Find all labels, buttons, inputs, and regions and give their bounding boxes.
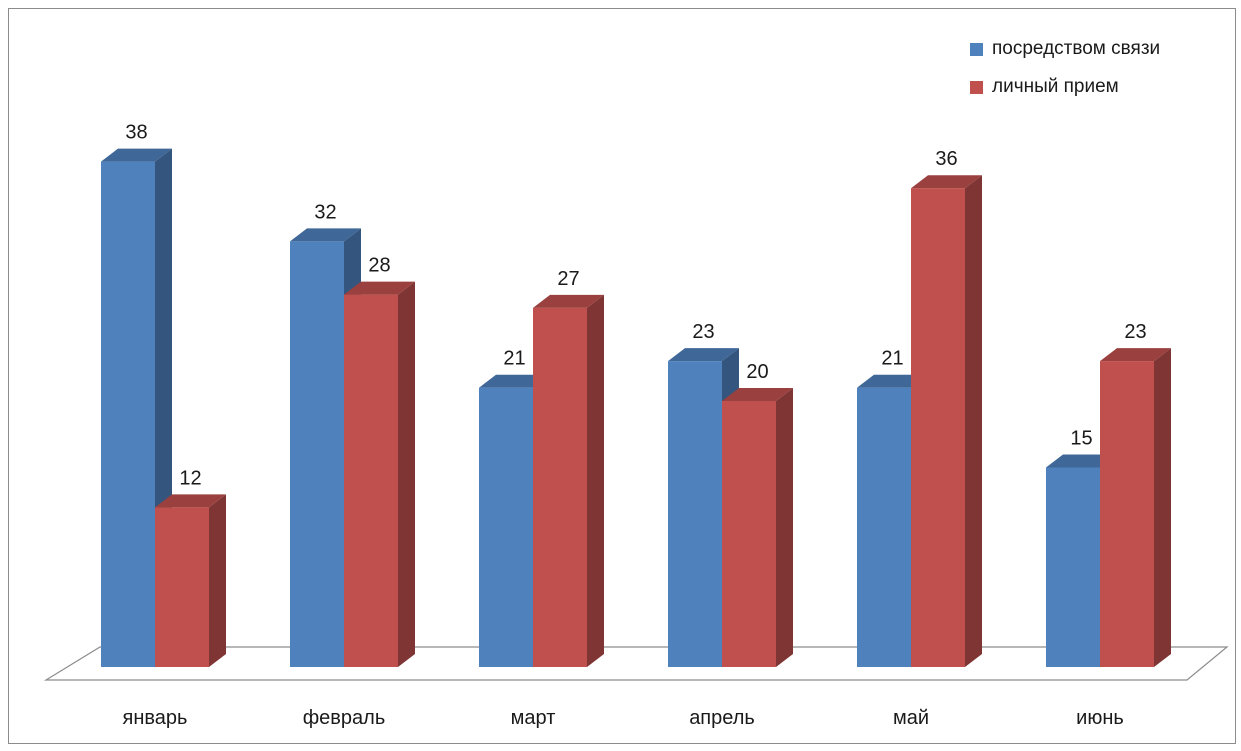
bar-top <box>668 348 739 362</box>
bar-side <box>209 494 226 667</box>
data-label-июнь-series-2: 23 <box>1124 321 1146 343</box>
data-label-март-series-1: 21 <box>503 348 525 370</box>
data-label-январь-series-1: 38 <box>125 122 147 144</box>
x-tick-label-январь: январь <box>123 707 188 729</box>
bar-front <box>1046 467 1100 667</box>
bar-front <box>101 161 155 667</box>
bar-top <box>101 148 172 162</box>
bar-январь-series-2 <box>155 494 226 667</box>
legend-item-series-2: личный прием <box>970 68 1160 106</box>
bar-front <box>857 387 911 667</box>
legend-label-series-1: посредством связи <box>992 38 1161 59</box>
bar-front <box>344 294 398 667</box>
bar-top <box>344 281 415 295</box>
data-label-май-series-1: 21 <box>881 348 903 370</box>
legend-swatch-series-2 <box>970 80 983 94</box>
bar-top <box>1046 454 1117 468</box>
bar-top <box>479 374 550 388</box>
bar-front <box>911 188 965 667</box>
x-tick-label-февраль: февраль <box>303 707 386 729</box>
legend: посредством связи личный прием <box>970 30 1160 106</box>
x-axis-labels: январь февраль март апрель май июнь <box>123 707 1124 729</box>
bar-март-series-2 <box>533 294 604 667</box>
legend-item-series-1: посредством связи <box>970 30 1160 68</box>
bar-май-series-2 <box>911 175 982 667</box>
data-label-март-series-2: 27 <box>557 268 579 290</box>
x-tick-label-июнь: июнь <box>1076 707 1124 729</box>
bar-апрель-series-2 <box>722 388 793 667</box>
data-label-июнь-series-1: 15 <box>1070 428 1092 450</box>
bar-top <box>911 175 982 189</box>
data-label-май-series-2: 36 <box>935 148 957 170</box>
x-tick-label-март: март <box>511 707 556 729</box>
data-label-февраль-series-1: 32 <box>314 201 336 223</box>
bar-side <box>965 175 982 667</box>
bar-side <box>776 388 793 667</box>
bar-top <box>857 374 928 388</box>
x-tick-label-май: май <box>893 707 929 729</box>
bar-front <box>533 307 587 667</box>
data-label-февраль-series-2: 28 <box>368 255 390 277</box>
bar-front <box>668 361 722 667</box>
legend-swatch-series-1 <box>970 42 983 56</box>
bar-top <box>290 228 361 242</box>
bar-front <box>722 401 776 667</box>
bars <box>101 148 1171 668</box>
bar-front <box>479 387 533 667</box>
legend-label-series-2: личный прием <box>992 76 1119 97</box>
bar-top <box>722 388 793 401</box>
data-label-январь-series-2: 12 <box>179 467 201 489</box>
bar-front <box>155 507 209 667</box>
bar-февраль-series-2 <box>344 281 415 667</box>
data-label-апрель-series-2: 20 <box>746 361 768 383</box>
bar-side <box>587 294 604 667</box>
data-labels: 38 12 32 28 21 27 23 20 21 36 15 23 <box>125 122 1146 490</box>
data-label-апрель-series-1: 23 <box>692 321 714 343</box>
bar-top <box>533 294 604 308</box>
bar-side <box>1154 348 1171 667</box>
bar-front <box>1100 361 1154 667</box>
bar-июнь-series-2 <box>1100 348 1171 667</box>
bar-front <box>290 241 344 667</box>
x-tick-label-апрель: апрель <box>689 707 755 729</box>
bar-top <box>155 494 226 508</box>
bar-side <box>398 281 415 667</box>
bar-top <box>1100 348 1171 362</box>
